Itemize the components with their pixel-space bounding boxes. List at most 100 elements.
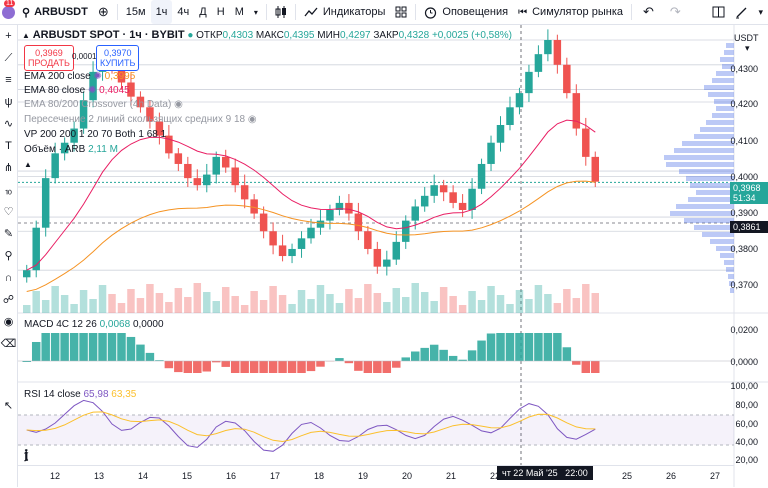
candle-body bbox=[383, 260, 390, 267]
time-axis[interactable]: 12131415161718192021222324252627 bbox=[18, 465, 734, 488]
candle-body bbox=[222, 157, 229, 168]
more-button[interactable]: ▾ bbox=[753, 0, 768, 24]
brush-icon[interactable]: ∿ bbox=[0, 113, 17, 135]
volume-bar bbox=[222, 287, 229, 313]
macd-histogram-bar bbox=[193, 361, 201, 373]
crossover-legend[interactable]: EMA 80/200 Crossover (4h Data) ◉ bbox=[24, 99, 183, 110]
magnet-icon[interactable]: ∩ bbox=[0, 267, 17, 289]
compare-button[interactable]: ⊕ bbox=[93, 0, 114, 24]
vp-legend[interactable]: VP 200 200 1 20 70 Both 1 68 1 bbox=[24, 129, 166, 140]
prediction-icon[interactable]: ⏨ bbox=[0, 179, 17, 201]
horizontal-line-icon[interactable]: ≡ bbox=[0, 69, 17, 91]
up-arrow-icon: ▲ bbox=[22, 31, 30, 40]
volume-bar bbox=[449, 296, 456, 313]
trash-icon[interactable]: ⌫ bbox=[0, 333, 17, 355]
sell-button[interactable]: 0,3969 ПРОДАТЬ bbox=[24, 45, 74, 71]
crossing-legend[interactable]: Пересечение 2 линий скользящих средних 9… bbox=[24, 114, 257, 125]
pattern-icon[interactable]: ⋔ bbox=[0, 157, 17, 179]
macd-histogram-bar bbox=[553, 333, 561, 361]
volume-bar bbox=[411, 283, 418, 313]
macd-histogram-bar bbox=[525, 333, 533, 361]
volume-profile-bar bbox=[688, 197, 734, 202]
draw-button[interactable] bbox=[730, 0, 753, 24]
indicators-label: Индикаторы bbox=[323, 6, 386, 18]
text-icon[interactable]: T bbox=[0, 135, 17, 157]
redo-button[interactable]: ↷ bbox=[662, 0, 689, 24]
chevron-down-icon[interactable]: ▾ bbox=[745, 43, 750, 54]
volume-bar bbox=[127, 289, 134, 313]
buy-label: КУПИТЬ bbox=[100, 58, 135, 68]
zoom-icon[interactable]: ⚲ bbox=[0, 245, 17, 267]
ema200-legend[interactable]: EMA 200 close ✺ 0,3995 bbox=[24, 71, 135, 82]
interval-15m[interactable]: 15м bbox=[121, 0, 151, 24]
volume-profile-bar bbox=[676, 204, 734, 209]
collapse-legend-button[interactable]: ▲ bbox=[24, 159, 32, 170]
price-chart[interactable] bbox=[18, 25, 768, 487]
rsi-legend[interactable]: RSI 14 close 65,98 63,35 bbox=[24, 389, 136, 400]
volume-profile-bar bbox=[704, 85, 734, 90]
grid-icon bbox=[395, 6, 407, 18]
interval-1h[interactable]: 1ч bbox=[151, 0, 173, 24]
volume-bar bbox=[288, 304, 295, 313]
macd-histogram-bar bbox=[496, 333, 504, 361]
macd-histogram-bar bbox=[506, 333, 514, 361]
macd-histogram-bar bbox=[392, 361, 400, 368]
lock-icon[interactable]: ☍ bbox=[0, 289, 17, 311]
macd-histogram-bar bbox=[231, 361, 239, 373]
pitchfork-icon[interactable]: ψ bbox=[0, 91, 17, 113]
user-avatar[interactable]: 11 bbox=[0, 0, 17, 24]
time-tick: 21 bbox=[446, 471, 456, 481]
sell-price: 0,3969 bbox=[28, 48, 70, 58]
candle-body bbox=[554, 40, 561, 65]
volume-bar bbox=[213, 301, 220, 313]
interval-1w[interactable]: Н bbox=[212, 0, 230, 24]
eye-icon[interactable]: ◉ bbox=[0, 311, 17, 333]
time-tick: 14 bbox=[138, 471, 148, 481]
trend-line-icon[interactable]: ⟋ bbox=[0, 47, 17, 69]
candle-body bbox=[497, 125, 504, 143]
volume-profile-bar bbox=[696, 190, 734, 195]
volume-profile-bar bbox=[694, 225, 734, 230]
settings-icon: ✺ bbox=[88, 85, 96, 96]
rsi-tick: 20,00 bbox=[735, 455, 758, 465]
volume-profile-bar bbox=[706, 120, 734, 125]
macd-histogram-bar bbox=[439, 350, 447, 361]
macd-histogram-bar bbox=[136, 345, 144, 361]
heart-icon[interactable]: ♡ bbox=[0, 201, 17, 223]
layout-button[interactable] bbox=[707, 0, 730, 24]
candle-body bbox=[298, 238, 305, 249]
volume-bar bbox=[516, 290, 523, 313]
volume-legend[interactable]: Объём · ARB 2,11 M bbox=[24, 144, 118, 155]
candle-body bbox=[516, 93, 523, 107]
ema80-legend[interactable]: EMA 80 close ✺ 0,4045 bbox=[24, 85, 130, 96]
price-tick: 0,3900 bbox=[730, 208, 758, 218]
macd-legend[interactable]: MACD 4C 12 26 0,0068 0,0000 bbox=[24, 319, 164, 330]
volume-bar bbox=[506, 304, 513, 313]
alerts-button[interactable]: Оповещения bbox=[419, 0, 513, 24]
volume-bar bbox=[42, 300, 49, 313]
interval-dropdown[interactable]: ▾ bbox=[249, 0, 263, 24]
macd-histogram-bar bbox=[477, 341, 485, 361]
replay-button[interactable]: ⏮ Симулятор рынка bbox=[513, 0, 628, 24]
ohlc-high-label: МАКС bbox=[256, 30, 284, 41]
volume-profile-bar bbox=[700, 127, 734, 132]
macd-histogram-bar bbox=[534, 333, 542, 361]
crosshair-icon[interactable]: + bbox=[0, 25, 17, 47]
symbol-search-button[interactable]: ⚲ ARBUSDT bbox=[17, 0, 93, 24]
candles-style-button[interactable] bbox=[270, 0, 292, 24]
undo-button[interactable]: ↶ bbox=[635, 0, 662, 24]
macd-histogram-bar bbox=[420, 348, 428, 361]
volume-bar bbox=[241, 305, 248, 313]
ruler-icon[interactable]: ✎ bbox=[0, 223, 17, 245]
interval-1d[interactable]: Д bbox=[194, 0, 211, 24]
interval-1m[interactable]: М bbox=[230, 0, 249, 24]
buy-button[interactable]: 0,3970 КУПИТЬ bbox=[96, 45, 139, 71]
cursor-icon[interactable]: ↖ bbox=[0, 395, 17, 417]
macd-value1: 0,0068 bbox=[100, 319, 131, 330]
interval-4h[interactable]: 4ч bbox=[172, 0, 194, 24]
templates-button[interactable] bbox=[390, 0, 412, 24]
volume-bar bbox=[118, 303, 125, 313]
indicators-button[interactable]: Индикаторы bbox=[299, 0, 391, 24]
time-tick: 25 bbox=[622, 471, 632, 481]
ohlc-close: 0,4328 bbox=[399, 30, 430, 41]
